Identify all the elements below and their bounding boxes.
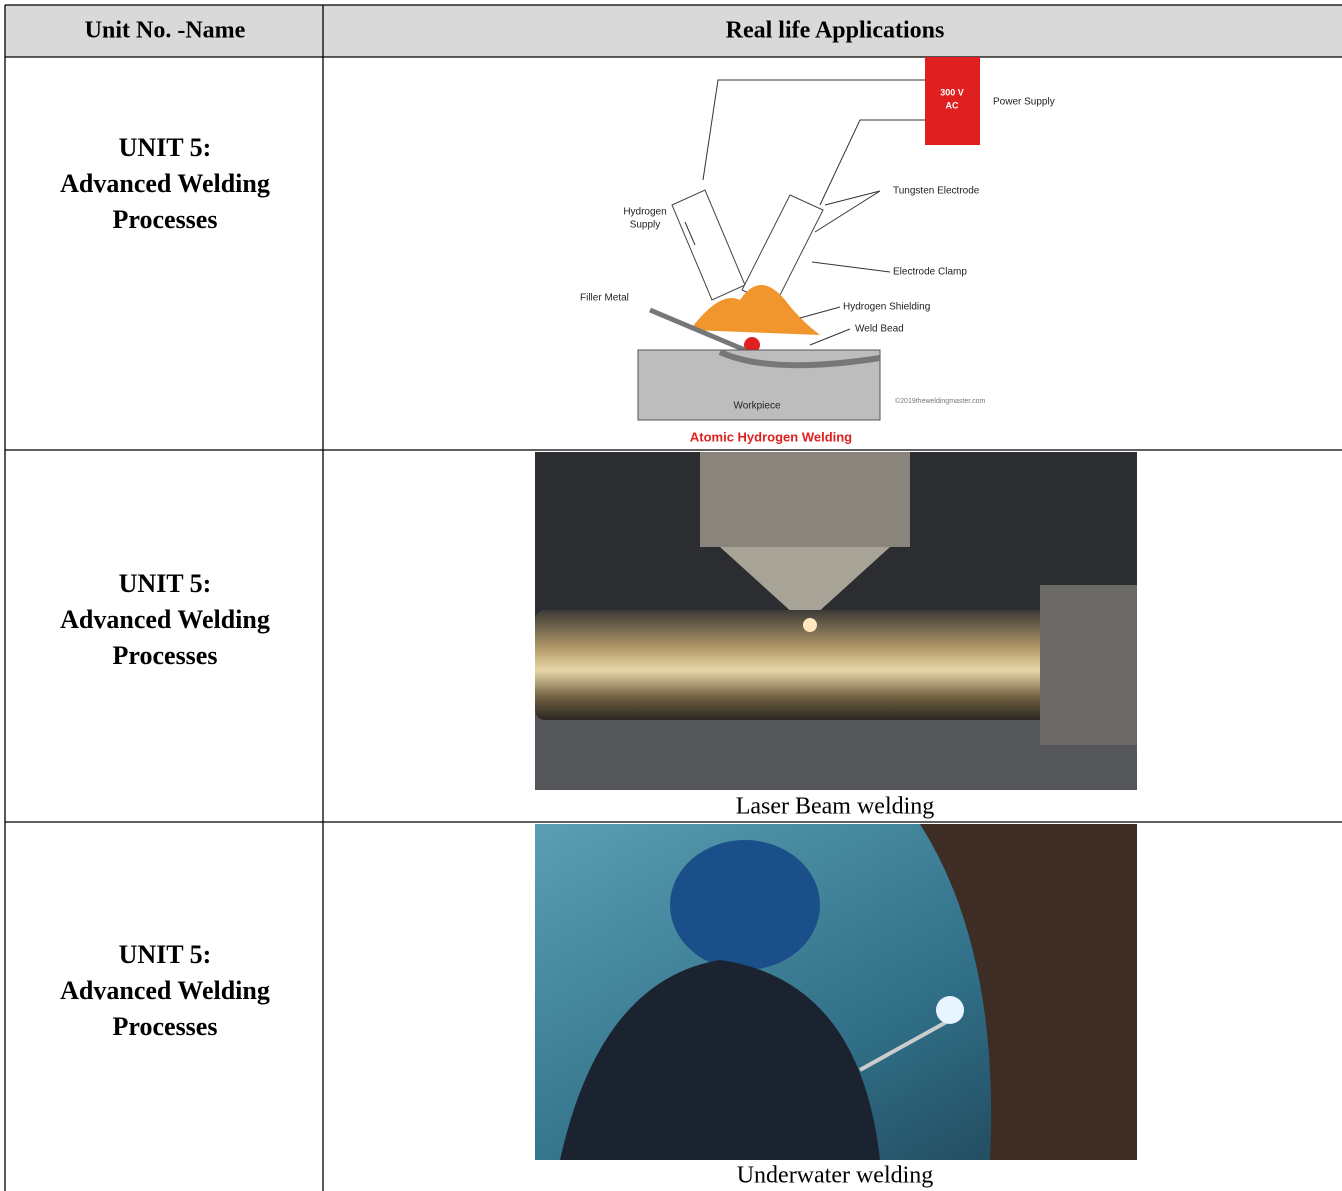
unit-line: Advanced Welding: [60, 976, 270, 1005]
diagram-label: AC: [946, 100, 959, 110]
unit-line: UNIT 5:: [119, 133, 212, 162]
diagram-label: Power Supply: [993, 97, 1055, 108]
flame: [690, 285, 820, 335]
diagram-label: Hydrogen Shielding: [843, 302, 930, 313]
header-cell: Unit No. -Name: [85, 18, 246, 44]
electrode: [671, 189, 746, 301]
diagram-label: Electrode Clamp: [893, 267, 967, 278]
unit-line: Processes: [113, 641, 218, 670]
diagram-label: Weld Bead: [855, 324, 904, 335]
diagram-label: ©2019theweldingmaster.com: [895, 397, 986, 405]
diver: [560, 960, 880, 1160]
power-box: [925, 57, 980, 145]
diagram-label: Filler Metal: [580, 293, 629, 304]
unit-line: Advanced Welding: [60, 605, 270, 634]
arc-glow: [936, 996, 964, 1024]
chuck: [1040, 585, 1137, 745]
nozzle-tip: [720, 547, 890, 615]
header-bg: [5, 5, 1342, 57]
electrode-rod: [859, 1018, 951, 1072]
diagram-label: 300 V: [940, 87, 964, 97]
hull: [920, 824, 1137, 1160]
workpiece-tube: [535, 610, 1055, 720]
diagram-label: Hydrogen: [623, 207, 666, 218]
nozzle: [700, 452, 910, 547]
image-caption: Laser Beam welding: [736, 794, 935, 820]
weld-bead: [718, 349, 881, 369]
underwater-photo: [535, 824, 1137, 1160]
unit-line: UNIT 5:: [119, 940, 212, 969]
unit-line: Processes: [113, 205, 218, 234]
filler-rod: [649, 307, 746, 353]
helmet: [670, 840, 820, 970]
laser-photo: [535, 452, 1137, 790]
figure-caption: Atomic Hydrogen Welding: [690, 429, 852, 444]
diagram-label: Supply: [630, 220, 661, 231]
unit-line: Advanced Welding: [60, 169, 270, 198]
unit-line: UNIT 5:: [119, 569, 212, 598]
diagram-label: Workpiece: [733, 401, 780, 412]
header-cell: Real life Applications: [726, 18, 945, 44]
leader: [684, 190, 891, 346]
arc: [744, 337, 760, 353]
image-caption: Underwater welding: [737, 1163, 934, 1189]
unit-line: Processes: [113, 1012, 218, 1041]
diagram-label: Tungsten Electrode: [893, 186, 980, 197]
spark: [803, 618, 817, 632]
wire: [702, 79, 925, 206]
table: Unit No. -Name Real life Applications UN…: [4, 4, 1342, 1191]
atomic-hydrogen-diagram: 300 V AC Power Supply Tungsten Electrode…: [580, 57, 1055, 444]
